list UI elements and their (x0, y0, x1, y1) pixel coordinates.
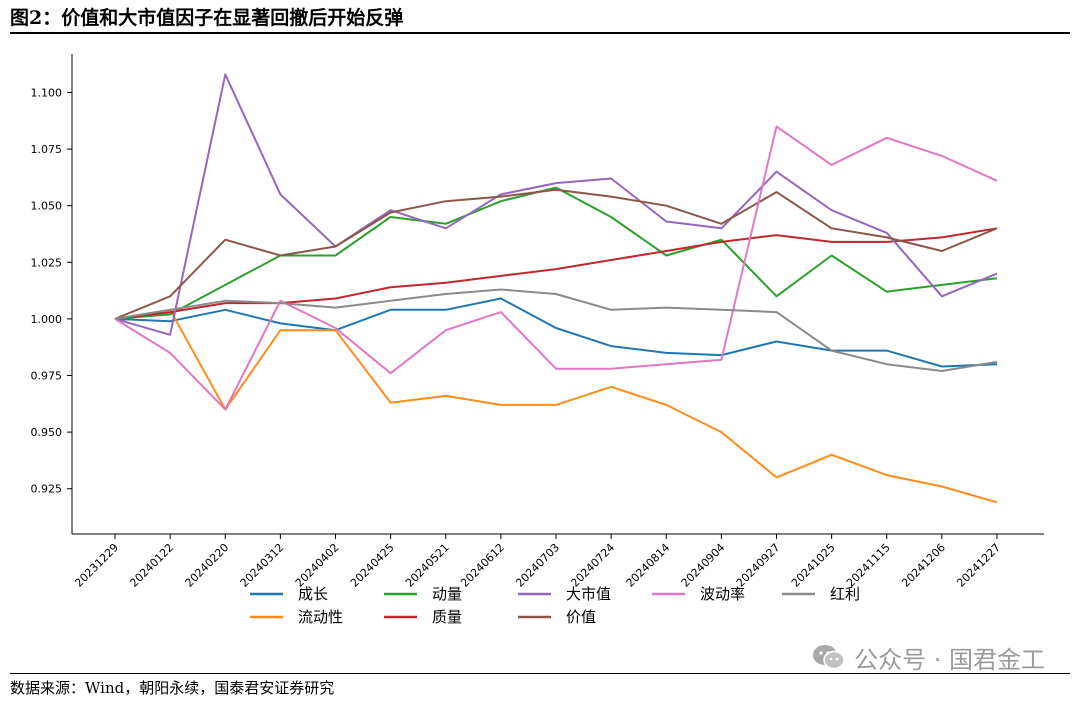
y-tick-label: 0.975 (31, 370, 63, 383)
y-tick-label: 1.100 (31, 86, 63, 99)
x-tick-label: 20240521 (403, 541, 452, 590)
line-chart: 0.925 0.950 0.975 1.000 1.025 1.050 1.075 1.100… (31, 54, 1044, 626)
series-line-大市值 (114, 73, 998, 336)
source-footer: 数据来源：Wind，朝阳永续，国泰君安证券研究 (10, 673, 1070, 700)
x-tick-label: 20240927 (734, 541, 783, 590)
x-tick-label: 20240904 (679, 541, 728, 590)
x-tick-label: 20240425 (348, 541, 397, 590)
x-tick-label: 20240703 (513, 541, 562, 590)
chart-axes: 0.925 0.950 0.975 1.000 1.025 1.050 1.075 1.100… (31, 54, 1044, 590)
x-tick-label: 20241025 (789, 541, 838, 590)
legend-label-价值: 价值 (566, 608, 596, 626)
legend-label-动量: 动量 (432, 585, 462, 603)
legend-label-成长: 成长 (298, 585, 328, 603)
x-tick-label: 20240724 (568, 541, 617, 590)
legend-label-流动性: 流动性 (298, 608, 343, 626)
series-line-红利 (114, 288, 998, 372)
x-tick-label: 20240220 (183, 541, 232, 590)
y-tick-label: 1.075 (31, 143, 63, 156)
x-tick-label: 20240312 (238, 541, 287, 590)
watermark: 公众号 · 国君金工 (812, 640, 1045, 674)
figure-title: 图2：价值和大市值因子在显著回撤后开始反弹 (10, 7, 404, 29)
series-line-波动率 (114, 125, 998, 411)
x-tick-label: 20231229 (72, 541, 121, 590)
wechat-icon (813, 645, 845, 670)
y-tick-label: 1.025 (31, 256, 63, 269)
x-tick-label: 20240402 (293, 541, 342, 590)
x-tick-label: 20240814 (624, 541, 673, 590)
x-tick-label: 20241206 (899, 541, 948, 590)
source-note: 数据来源：Wind，朝阳永续，国泰君安证券研究 (10, 679, 335, 697)
series-line-动量 (114, 186, 998, 320)
x-tick-label: 20240122 (127, 541, 176, 590)
x-tick-label: 20241227 (954, 541, 1003, 590)
legend-label-质量: 质量 (432, 608, 462, 626)
chart-series (114, 73, 998, 504)
figure-header: 图2：价值和大市值因子在显著回撤后开始反弹 (10, 6, 1070, 34)
x-tick-label: 20240612 (458, 541, 507, 590)
y-tick-label: 0.925 (31, 483, 63, 496)
y-tick-label: 1.000 (31, 313, 63, 326)
y-tick-label: 1.050 (31, 200, 63, 213)
series-line-价值 (114, 188, 998, 320)
legend-label-红利: 红利 (830, 585, 860, 603)
x-tick-label: 20241115 (844, 541, 893, 590)
watermark-text: 公众号 · 国君金工 (854, 645, 1045, 674)
series-line-成长 (114, 297, 998, 368)
legend-label-波动率: 波动率 (700, 585, 745, 603)
series-line-流动性 (114, 308, 998, 504)
y-tick-label: 0.950 (31, 426, 63, 439)
legend-label-大市值: 大市值 (566, 585, 611, 603)
